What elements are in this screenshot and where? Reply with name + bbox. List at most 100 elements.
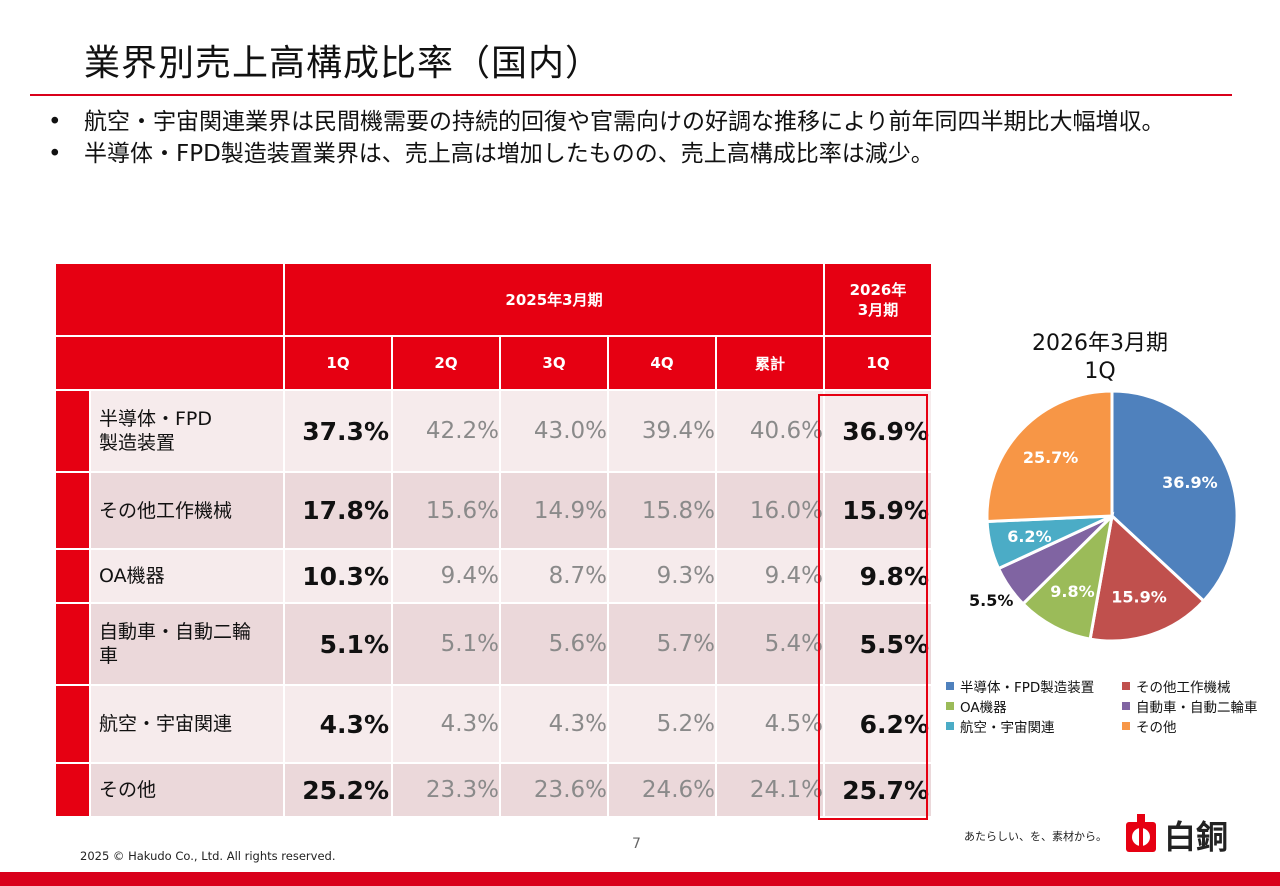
value-cell: 5.1%	[285, 604, 391, 684]
table-row: 自動車・自動二輪車 5.1% 5.1% 5.6% 5.7% 5.4% 5.5%	[56, 604, 931, 684]
pie-data-label: 36.9%	[1162, 473, 1218, 492]
legend-item: 半導体・FPD製造装置	[946, 676, 1122, 696]
row-marker	[56, 473, 89, 548]
pie-data-label: 25.7%	[1023, 448, 1079, 467]
copyright: 2025 © Hakudo Co., Ltd. All rights reser…	[80, 849, 336, 863]
value-cell: 40.6%	[717, 391, 823, 471]
value-cell: 5.6%	[501, 604, 607, 684]
value-cell: 15.6%	[393, 473, 499, 548]
value-cell: 10.3%	[285, 550, 391, 602]
composition-table: 2025年3月期 2026年 3月期 1Q 2Q 3Q 4Q 累計 1Q 半導体…	[54, 262, 933, 818]
pie-data-label: 15.9%	[1111, 588, 1167, 607]
title-divider	[30, 94, 1232, 96]
pie-slice	[1110, 390, 1239, 604]
pie-data-label: 6.2%	[1007, 527, 1051, 546]
pie-data-label: 5.5%	[969, 591, 1013, 610]
value-cell: 4.3%	[501, 686, 607, 762]
footer-bar	[0, 872, 1280, 886]
value-cell-current: 15.9%	[825, 473, 931, 548]
table-row: その他 25.2% 23.3% 23.6% 24.6% 24.1% 25.7%	[56, 764, 931, 816]
legend-item: 航空・宇宙関連	[946, 716, 1122, 736]
legend-item: その他工作機械	[1122, 676, 1272, 696]
pie-legend: 半導体・FPD製造装置 その他工作機械 OA機器 自動車・自動二輪車 航空・宇宙関連 その…	[946, 676, 1276, 736]
legend-item: OA機器	[946, 696, 1122, 716]
bullet-item: • 航空・宇宙関連業界は民間機需要の持続的回復や官需向けの好調な推移により前年同…	[48, 106, 1238, 138]
table-corner	[56, 264, 283, 335]
legend-swatch	[1122, 722, 1130, 730]
legend-item: その他	[1122, 716, 1272, 736]
pie-slice	[1088, 513, 1206, 643]
bullet-item: • 半導体・FPD製造装置業界は、売上高は増加したものの、売上高構成比率は減少。	[48, 138, 1238, 170]
value-cell: 17.8%	[285, 473, 391, 548]
value-cell-current: 6.2%	[825, 686, 931, 762]
value-cell: 39.4%	[609, 391, 715, 471]
value-cell: 5.2%	[609, 686, 715, 762]
row-label: OA機器	[91, 550, 283, 602]
row-marker	[56, 764, 89, 816]
value-cell: 43.0%	[501, 391, 607, 471]
row-label: 半導体・FPD 製造装置	[91, 391, 283, 471]
value-cell-current: 36.9%	[825, 391, 931, 471]
value-cell-current: 5.5%	[825, 604, 931, 684]
table-row: 航空・宇宙関連 4.3% 4.3% 4.3% 5.2% 4.5% 6.2%	[56, 686, 931, 762]
col-header: 1Q	[285, 337, 391, 389]
value-cell: 4.5%	[717, 686, 823, 762]
page-number: 7	[632, 836, 641, 852]
pie-slice	[985, 390, 1114, 524]
col-header: 2Q	[393, 337, 499, 389]
pie-title: 2026年3月期 1Q	[1032, 331, 1168, 384]
table-row: OA機器 10.3% 9.4% 8.7% 9.3% 9.4% 9.8%	[56, 550, 931, 602]
value-cell: 42.2%	[393, 391, 499, 471]
value-cell: 5.4%	[717, 604, 823, 684]
legend-item: 自動車・自動二輪車	[1122, 696, 1272, 716]
legend-swatch	[1122, 682, 1130, 690]
period-prev-header: 2025年3月期	[285, 264, 823, 335]
row-label: 自動車・自動二輪車	[91, 604, 283, 684]
table-row: 半導体・FPD 製造装置 37.3% 42.2% 43.0% 39.4% 40.6…	[56, 391, 931, 471]
value-cell: 37.3%	[285, 391, 391, 471]
value-cell: 5.7%	[609, 604, 715, 684]
row-marker	[56, 550, 89, 602]
row-label: その他工作機械	[91, 473, 283, 548]
value-cell: 24.6%	[609, 764, 715, 816]
value-cell: 16.0%	[717, 473, 823, 548]
bullet-list: • 航空・宇宙関連業界は民間機需要の持続的回復や官需向けの好調な推移により前年同…	[48, 106, 1238, 170]
table-corner-2	[56, 337, 283, 389]
table-row: その他工作機械 17.8% 15.6% 14.9% 15.8% 16.0% 15…	[56, 473, 931, 548]
col-header: 1Q	[825, 337, 931, 389]
legend-swatch	[946, 722, 954, 730]
value-cell: 24.1%	[717, 764, 823, 816]
value-cell: 4.3%	[285, 686, 391, 762]
legend-swatch	[946, 702, 954, 710]
period-cur-header: 2026年 3月期	[825, 264, 931, 335]
pie-chart: 36.9% 15.9% 9.8% 5.5% 6.2% 25.7%	[969, 390, 1239, 643]
value-cell: 15.8%	[609, 473, 715, 548]
value-cell: 23.3%	[393, 764, 499, 816]
value-cell-current: 9.8%	[825, 550, 931, 602]
value-cell: 4.3%	[393, 686, 499, 762]
row-label: 航空・宇宙関連	[91, 686, 283, 762]
col-header: 累計	[717, 337, 823, 389]
value-cell: 14.9%	[501, 473, 607, 548]
value-cell: 5.1%	[393, 604, 499, 684]
row-marker	[56, 686, 89, 762]
legend-swatch	[946, 682, 954, 690]
tagline: あたらしい、を、素材から。	[964, 830, 1107, 843]
legend-swatch	[1122, 702, 1130, 710]
company-logo-icon	[1126, 814, 1156, 852]
value-cell: 8.7%	[501, 550, 607, 602]
value-cell: 9.4%	[717, 550, 823, 602]
value-cell: 25.2%	[285, 764, 391, 816]
col-header: 4Q	[609, 337, 715, 389]
row-marker	[56, 604, 89, 684]
bullet-text: 航空・宇宙関連業界は民間機需要の持続的回復や官需向けの好調な推移により前年同四半…	[84, 109, 1165, 135]
col-header: 3Q	[501, 337, 607, 389]
value-cell: 23.6%	[501, 764, 607, 816]
company-logo-text: 白銅	[1164, 818, 1229, 856]
bullet-text: 半導体・FPD製造装置業界は、売上高は増加したものの、売上高構成比率は減少。	[84, 141, 934, 167]
row-label: その他	[91, 764, 283, 816]
value-cell: 9.3%	[609, 550, 715, 602]
value-cell: 9.4%	[393, 550, 499, 602]
slide-title: 業界別売上高構成比率（国内）	[84, 43, 603, 84]
row-marker	[56, 391, 89, 471]
